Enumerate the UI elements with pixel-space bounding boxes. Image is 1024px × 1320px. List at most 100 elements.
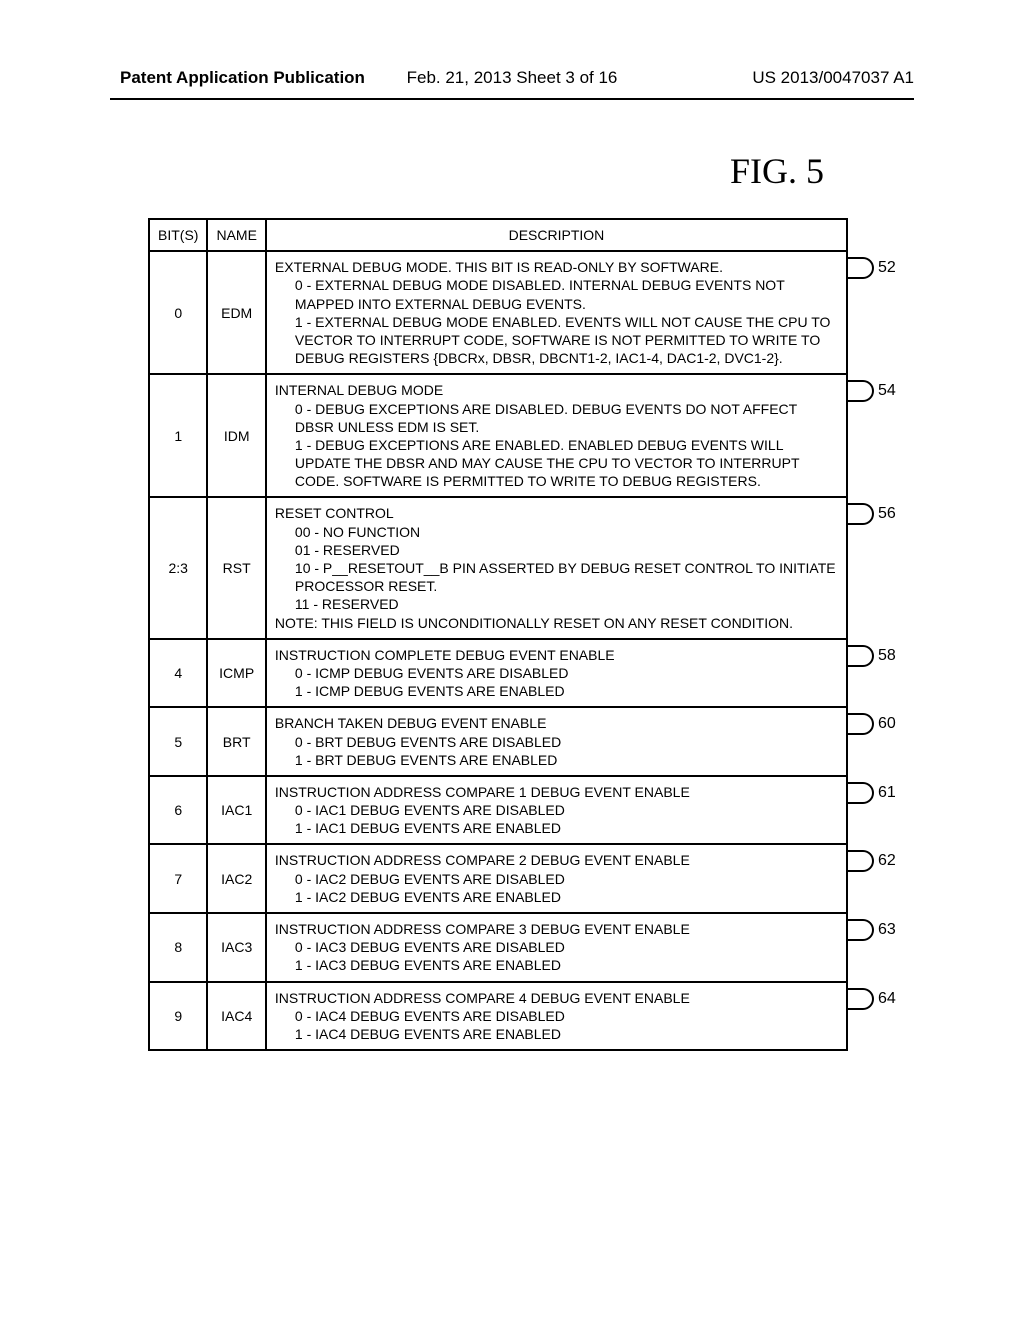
desc-line: 01 - RESERVED [275,541,838,559]
callout-bracket-icon [846,919,874,941]
register-table: BIT(S) NAME DESCRIPTION 0EDM EXTERNAL DEB… [148,218,848,1051]
cell-bits: 0 [149,251,207,374]
col-header-name: NAME [207,219,265,251]
callout: 64 [846,988,896,1010]
desc-line: 0 - ICMP DEBUG EVENTS ARE DISABLED [275,664,838,682]
cell-description: INTERNAL DEBUG MODE0 - DEBUG EXCEPTIONS … [266,374,847,497]
desc-line: 0 - IAC3 DEBUG EVENTS ARE DISABLED [275,938,838,956]
desc-line: 1 - IAC1 DEBUG EVENTS ARE ENABLED [275,819,838,837]
desc-line: 1 - BRT DEBUG EVENTS ARE ENABLED [275,751,838,769]
desc-line: 1 - IAC4 DEBUG EVENTS ARE ENABLED [275,1025,838,1043]
desc-line: 1 - IAC3 DEBUG EVENTS ARE ENABLED [275,956,838,974]
table-row: 2:3RSTRESET CONTROL00 - NO FUNCTION01 - … [149,497,847,638]
cell-description: INSTRUCTION ADDRESS COMPARE 1 DEBUG EVEN… [266,776,847,845]
cell-name: IAC4 [207,982,265,1051]
desc-title: RESET CONTROL [275,504,838,522]
callout: 58 [846,645,896,667]
callout-label: 52 [878,259,896,277]
desc-line: 0 - IAC1 DEBUG EVENTS ARE DISABLED [275,801,838,819]
table-row: 1IDMINTERNAL DEBUG MODE0 - DEBUG EXCEPTI… [149,374,847,497]
cell-bits: 5 [149,707,207,776]
desc-line: 0 - BRT DEBUG EVENTS ARE DISABLED [275,733,838,751]
callout: 54 [846,380,896,402]
desc-line: 0 - IAC4 DEBUG EVENTS ARE DISABLED [275,1007,838,1025]
desc-title: EXTERNAL DEBUG MODE. THIS BIT IS READ-ON… [275,258,838,276]
cell-description: EXTERNAL DEBUG MODE. THIS BIT IS READ-ON… [266,251,847,374]
header-right: US 2013/0047037 A1 [752,68,914,88]
desc-note: NOTE: THIS FIELD IS UNCONDITIONALLY RESE… [275,614,838,632]
callout-bracket-icon [846,713,874,735]
desc-line: 00 - NO FUNCTION [275,523,838,541]
header-center: Feb. 21, 2013 Sheet 3 of 16 [407,68,618,88]
cell-bits: 4 [149,639,207,708]
desc-line: 0 - DEBUG EXCEPTIONS ARE DISABLED. DEBUG… [275,400,838,436]
table-row: 0EDM EXTERNAL DEBUG MODE. THIS BIT IS REA… [149,251,847,374]
callout: 52 [846,257,896,279]
callout-bracket-icon [846,257,874,279]
cell-bits: 2:3 [149,497,207,638]
callout-label: 56 [878,505,896,523]
table-row: 4ICMPINSTRUCTION COMPLETE DEBUG EVENT EN… [149,639,847,708]
callout-label: 64 [878,990,896,1008]
callout-bracket-icon [846,645,874,667]
col-header-bits: BIT(S) [149,219,207,251]
callout-label: 58 [878,647,896,665]
desc-line: 11 - RESERVED [275,595,838,613]
desc-title: INTERNAL DEBUG MODE [275,381,838,399]
cell-name: BRT [207,707,265,776]
cell-description: RESET CONTROL00 - NO FUNCTION01 - RESERV… [266,497,847,638]
callout-label: 60 [878,715,896,733]
cell-description: INSTRUCTION ADDRESS COMPARE 4 DEBUG EVEN… [266,982,847,1051]
cell-name: ICMP [207,639,265,708]
table-row: 5BRTBRANCH TAKEN DEBUG EVENT ENABLE0 - B… [149,707,847,776]
figure-label: FIG. 5 [730,150,824,192]
table-row: 9IAC4 INSTRUCTION ADDRESS COMPARE 4 DEBUG… [149,982,847,1051]
cell-description: INSTRUCTION COMPLETE DEBUG EVENT ENABLE0… [266,639,847,708]
desc-title: BRANCH TAKEN DEBUG EVENT ENABLE [275,714,838,732]
cell-name: RST [207,497,265,638]
callout: 60 [846,713,896,735]
table-header-row: BIT(S) NAME DESCRIPTION [149,219,847,251]
cell-bits: 8 [149,913,207,982]
table-row: 7IAC2 INSTRUCTION ADDRESS COMPARE 2 DEBUG… [149,844,847,913]
table-row: 6IAC1 INSTRUCTION ADDRESS COMPARE 1 DEBUG… [149,776,847,845]
desc-title: INSTRUCTION COMPLETE DEBUG EVENT ENABLE [275,646,838,664]
cell-bits: 1 [149,374,207,497]
desc-line: 1 - DEBUG EXCEPTIONS ARE ENABLED. ENABLE… [275,436,838,491]
cell-name: EDM [207,251,265,374]
desc-title: INSTRUCTION ADDRESS COMPARE 2 DEBUG EVEN… [275,851,838,869]
cell-description: INSTRUCTION ADDRESS COMPARE 3 DEBUG EVEN… [266,913,847,982]
callout: 56 [846,503,896,525]
cell-name: IAC1 [207,776,265,845]
desc-title: INSTRUCTION ADDRESS COMPARE 1 DEBUG EVEN… [275,783,838,801]
cell-description: INSTRUCTION ADDRESS COMPARE 2 DEBUG EVEN… [266,844,847,913]
desc-line: 1 - EXTERNAL DEBUG MODE ENABLED. EVENTS … [275,313,838,368]
callout-bracket-icon [846,782,874,804]
table-row: 8IAC3INSTRUCTION ADDRESS COMPARE 3 DEBUG… [149,913,847,982]
desc-line: 1 - IAC2 DEBUG EVENTS ARE ENABLED [275,888,838,906]
cell-name: IAC2 [207,844,265,913]
callout: 62 [846,850,896,872]
desc-line: 1 - ICMP DEBUG EVENTS ARE ENABLED [275,682,838,700]
desc-line: 0 - EXTERNAL DEBUG MODE DISABLED. INTERN… [275,276,838,312]
cell-name: IAC3 [207,913,265,982]
callout-label: 63 [878,921,896,939]
cell-description: BRANCH TAKEN DEBUG EVENT ENABLE0 - BRT D… [266,707,847,776]
cell-bits: 7 [149,844,207,913]
cell-bits: 9 [149,982,207,1051]
header-left: Patent Application Publication [120,68,365,88]
desc-title: INSTRUCTION ADDRESS COMPARE 4 DEBUG EVEN… [275,989,838,1007]
col-header-desc: DESCRIPTION [266,219,847,251]
callout-label: 54 [878,382,896,400]
callout-label: 62 [878,852,896,870]
cell-name: IDM [207,374,265,497]
cell-bits: 6 [149,776,207,845]
callout-bracket-icon [846,850,874,872]
callout-bracket-icon [846,988,874,1010]
desc-line: 10 - P__RESETOUT__B PIN ASSERTED BY DEBU… [275,559,838,595]
page-header: Patent Application Publication Feb. 21, … [0,68,1024,88]
header-rule [110,98,914,100]
callout: 61 [846,782,896,804]
callout: 63 [846,919,896,941]
desc-line: 0 - IAC2 DEBUG EVENTS ARE DISABLED [275,870,838,888]
